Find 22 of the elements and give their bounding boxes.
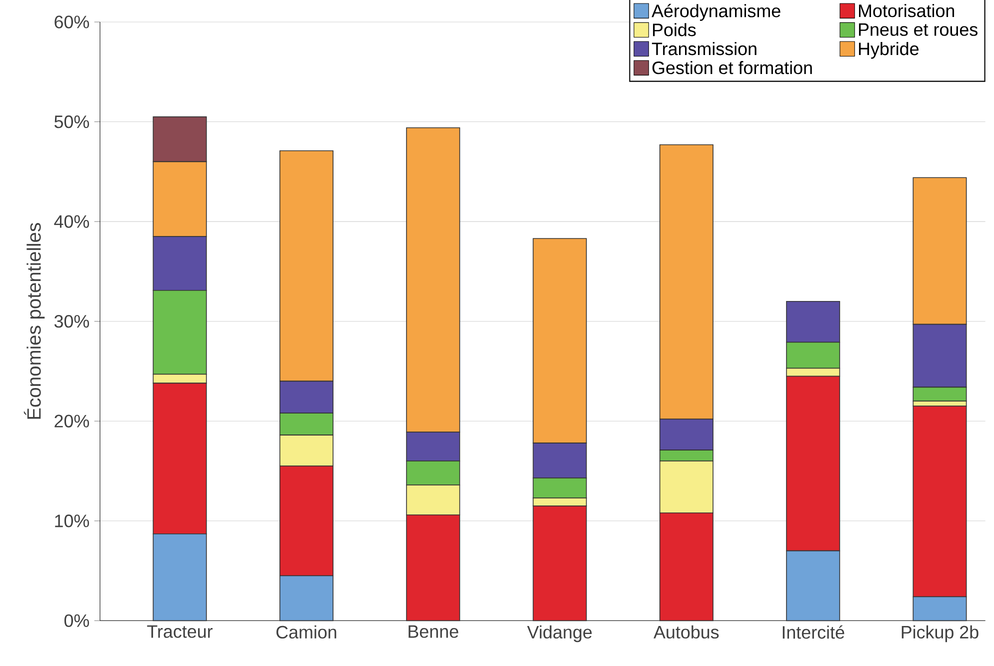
y-tick-label: 20%	[54, 414, 89, 428]
legend-label: Hybride	[859, 42, 919, 59]
x-tick-label: Intercité	[782, 625, 844, 639]
legend-label: Aérodynamisme	[652, 4, 780, 21]
y-tick-label: 60%	[54, 16, 89, 28]
y-tick-label: 10%	[55, 514, 89, 528]
x-tick-label: Tracteur	[147, 625, 213, 638]
y-tick-label: 40%	[54, 215, 89, 228]
legend-label: Motorisation	[859, 4, 954, 18]
legend-label: Transmission	[652, 42, 756, 56]
legend-label: Gestion et formation	[652, 61, 812, 74]
y-tick-label: 30%	[54, 314, 89, 328]
x-tick-label: Autobus	[654, 625, 719, 639]
x-tick-label: Vidange	[527, 625, 592, 642]
x-tick-label: Camion	[276, 625, 336, 639]
y-axis-title: Économies potentielles	[24, 223, 45, 419]
legend-label: Poids	[653, 23, 696, 36]
legend-label: Pneus et roues	[859, 23, 978, 36]
y-tick-label: 0%	[64, 614, 90, 628]
x-tick-label: Benne	[408, 625, 458, 638]
x-tick-label: Pickup 2b	[902, 625, 978, 642]
y-tick-label: 50%	[54, 115, 89, 128]
